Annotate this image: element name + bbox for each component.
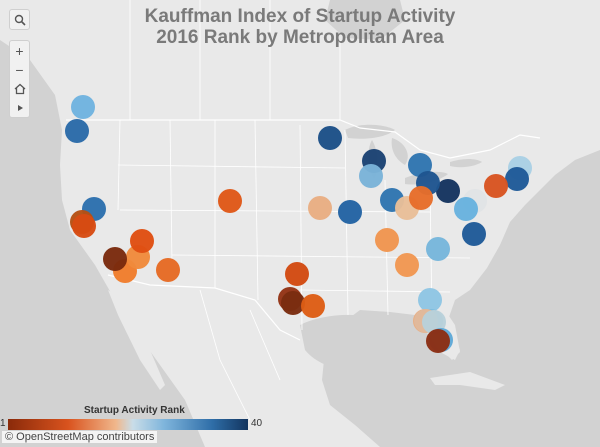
metro-marker[interactable] (408, 153, 432, 177)
metro-marker[interactable] (418, 288, 442, 312)
metro-marker[interactable] (285, 262, 309, 286)
search-control[interactable] (9, 9, 30, 30)
map-title-line2: 2016 Rank by Metropolitan Area (156, 27, 444, 48)
metro-marker[interactable] (71, 95, 95, 119)
metro-marker[interactable] (65, 119, 89, 143)
metro-marker[interactable] (72, 214, 96, 238)
legend-title: Startup Activity Rank (84, 405, 185, 416)
metro-marker[interactable] (375, 228, 399, 252)
metro-marker[interactable] (301, 294, 325, 318)
atlantic-ocean (458, 170, 600, 385)
home-icon[interactable] (10, 79, 29, 98)
map-attribution[interactable]: © OpenStreetMap contributors (2, 431, 158, 443)
metro-marker[interactable] (426, 329, 450, 353)
metro-marker[interactable] (156, 258, 180, 282)
baja-california (108, 290, 165, 390)
lake-superior (345, 124, 395, 139)
metro-marker[interactable] (308, 196, 332, 220)
legend-color-ramp (8, 419, 248, 430)
mexico-boundaries (199, 289, 281, 421)
metro-marker[interactable] (281, 291, 305, 315)
metro-marker[interactable] (436, 179, 460, 203)
lake-ontario (450, 159, 482, 168)
metro-marker[interactable] (359, 164, 383, 188)
lake-huron (391, 138, 408, 165)
metro-marker[interactable] (422, 310, 446, 334)
legend-min-label: 1 (0, 418, 6, 429)
zoom-out-button[interactable]: − (15, 61, 24, 78)
metro-marker[interactable] (318, 126, 342, 150)
pacific-ocean (0, 40, 205, 447)
metro-marker[interactable] (484, 174, 508, 198)
metro-marker[interactable] (426, 237, 450, 261)
gulf-of-mexico (300, 314, 428, 372)
metro-marker[interactable] (218, 189, 242, 213)
metro-marker[interactable] (103, 247, 127, 271)
hudson-bay (325, 0, 405, 40)
search-icon[interactable] (10, 10, 29, 29)
zoom-controls: + − (9, 40, 30, 118)
metro-markers (65, 95, 532, 353)
province-boundaries (129, 0, 341, 120)
triangle-right-icon[interactable] (10, 98, 29, 117)
us-mexico-border (107, 274, 301, 341)
metro-marker[interactable] (462, 222, 486, 246)
metro-marker[interactable] (130, 229, 154, 253)
metro-marker[interactable] (395, 253, 419, 277)
metro-marker[interactable] (505, 167, 529, 191)
zoom-in-button[interactable]: + (15, 42, 24, 59)
metro-marker[interactable] (338, 200, 362, 224)
metro-marker[interactable] (409, 186, 433, 210)
map-title-line1: Kauffman Index of Startup Activity (144, 6, 456, 27)
legend-max-label: 40 (251, 418, 263, 429)
metro-marker[interactable] (454, 197, 478, 221)
us-canada-border (66, 119, 541, 159)
cuba (430, 372, 505, 390)
